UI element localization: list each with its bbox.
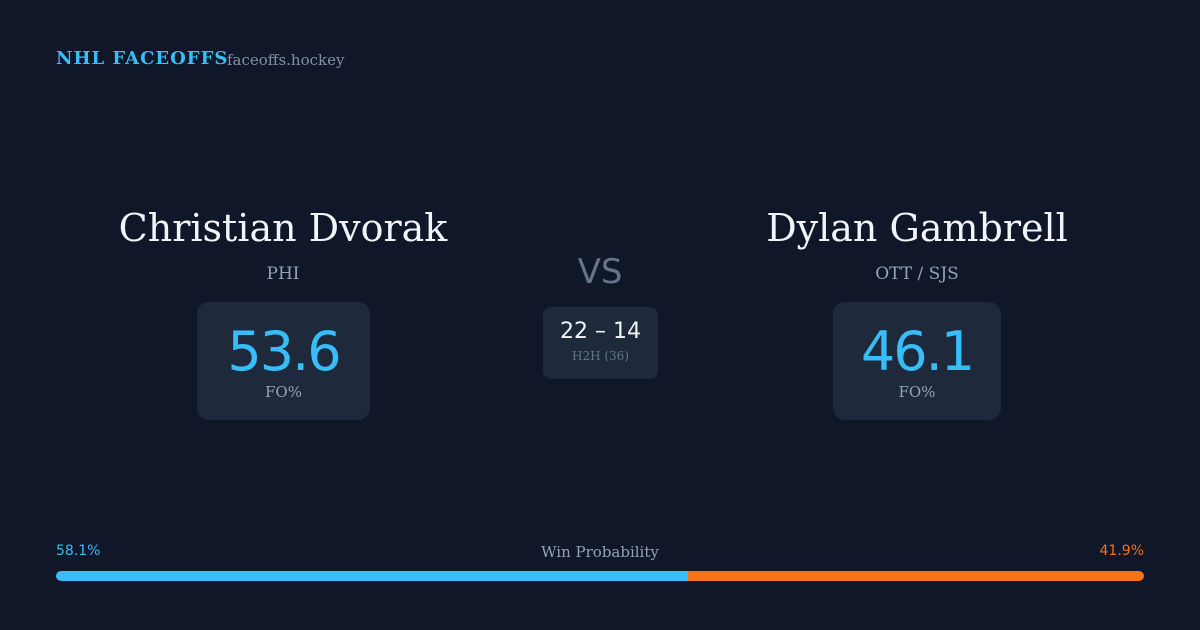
win-prob-title: Win Probability bbox=[541, 543, 659, 561]
player-name: Christian Dvorak bbox=[118, 206, 448, 250]
fo-pct: 46.1 bbox=[860, 320, 975, 383]
win-prob-right: 41.9% bbox=[1099, 543, 1144, 559]
versus: VS bbox=[577, 252, 623, 292]
win-prob-left: 58.1% bbox=[56, 543, 101, 559]
fo-box: 46.1 FO% bbox=[833, 302, 1001, 420]
fo-pct: 53.6 bbox=[227, 320, 341, 383]
fo-label: FO% bbox=[898, 383, 936, 401]
win-prob-segment bbox=[56, 571, 689, 581]
win-prob-bar bbox=[56, 571, 1144, 581]
fo-label: FO% bbox=[265, 383, 302, 401]
h2h-score: 22 – 14 bbox=[560, 319, 641, 344]
player-team: OTT / SJS bbox=[875, 264, 959, 284]
player-team: PHI bbox=[266, 264, 300, 284]
h2h-box: 22 – 14 H2H (36) bbox=[543, 307, 658, 379]
site: faceoffs.hockey bbox=[227, 51, 345, 69]
fo-box: 53.6 FO% bbox=[197, 302, 370, 420]
h2h-label: H2H (36) bbox=[571, 349, 629, 363]
player-name: Dylan Gambrell bbox=[766, 206, 1068, 250]
brand: NHL FACEOFFS bbox=[56, 48, 229, 69]
win-prob-segment bbox=[688, 571, 1144, 581]
